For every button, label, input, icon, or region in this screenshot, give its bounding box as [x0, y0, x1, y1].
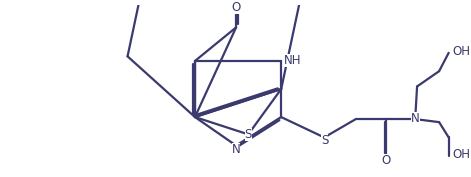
Text: S: S — [244, 128, 252, 141]
Text: OH: OH — [452, 148, 470, 161]
Text: O: O — [232, 1, 241, 14]
Text: NH: NH — [284, 55, 302, 67]
Text: OH: OH — [452, 45, 470, 58]
Text: N: N — [232, 143, 241, 156]
Text: S: S — [321, 134, 328, 147]
Text: N: N — [411, 112, 420, 125]
Text: O: O — [382, 154, 391, 167]
